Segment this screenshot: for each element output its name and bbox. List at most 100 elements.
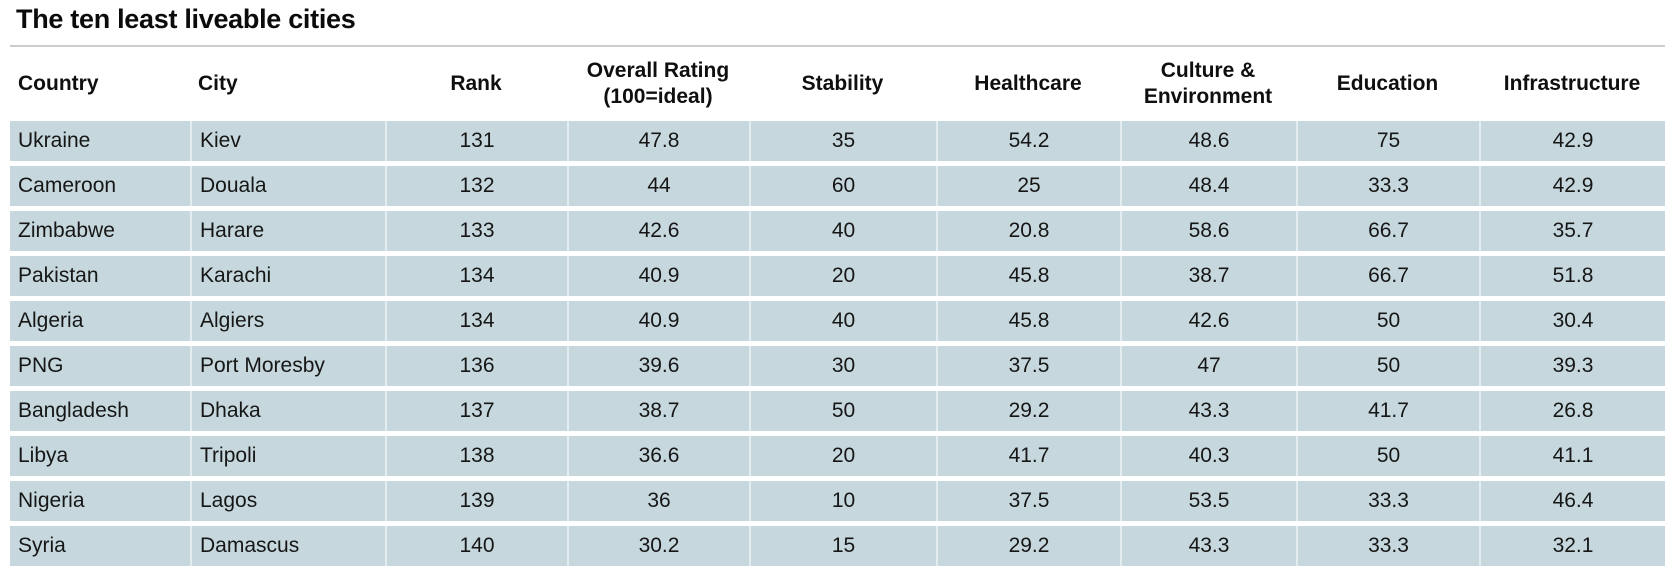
cell-education: 75 xyxy=(1296,121,1479,161)
table-body: Ukraine Kiev 131 47.8 35 54.2 48.6 75 42.9 Camero… xyxy=(10,121,1665,566)
cell-culture: 43.3 xyxy=(1120,391,1296,431)
cell-rank: 136 xyxy=(385,346,567,386)
header-cell-city: City xyxy=(198,72,238,95)
cell-education: 66.7 xyxy=(1296,256,1479,296)
cell-stability: 40 xyxy=(749,301,936,341)
cell-rank: 139 xyxy=(385,481,567,521)
cell-education: 33.3 xyxy=(1296,526,1479,566)
cell-stability: 20 xyxy=(749,256,936,296)
cell-stability: 30 xyxy=(749,346,936,386)
cell-rank: 131 xyxy=(385,121,567,161)
cell-healthcare: 37.5 xyxy=(936,346,1120,386)
cell-healthcare: 45.8 xyxy=(936,301,1120,341)
header-cell-infrastructure: Infrastructure xyxy=(1503,72,1641,95)
cell-city: Port Moresby xyxy=(190,346,385,386)
header-cell-education: Education xyxy=(1336,72,1439,95)
cell-overall: 38.7 xyxy=(567,391,749,431)
cell-rank: 137 xyxy=(385,391,567,431)
table-row: PNG Port Moresby 136 39.6 30 37.5 47 50 39.3 xyxy=(10,346,1665,386)
header-cell-rank: Rank xyxy=(450,72,502,95)
cell-education: 50 xyxy=(1296,436,1479,476)
cell-infrastructure: 26.8 xyxy=(1479,391,1665,431)
cell-city: Algiers xyxy=(190,301,385,341)
cell-country: Cameroon xyxy=(18,174,117,197)
cell-overall: 39.6 xyxy=(567,346,749,386)
cell-culture: 48.6 xyxy=(1120,121,1296,161)
cell-stability: 40 xyxy=(749,211,936,251)
cell-country: Libya xyxy=(18,444,69,467)
cell-country: Pakistan xyxy=(18,264,99,287)
cell-rank: 140 xyxy=(385,526,567,566)
cell-country: Zimbabwe xyxy=(18,219,115,242)
cell-rank: 133 xyxy=(385,211,567,251)
cell-stability: 60 xyxy=(749,166,936,206)
cell-stability: 50 xyxy=(749,391,936,431)
cell-infrastructure: 30.4 xyxy=(1479,301,1665,341)
table-row: Libya Tripoli 138 36.6 20 41.7 40.3 50 41.1 xyxy=(10,436,1665,476)
table-row: Zimbabwe Harare 133 42.6 40 20.8 58.6 66.7 35.7 xyxy=(10,211,1665,251)
cell-city: Karachi xyxy=(190,256,385,296)
cell-education: 41.7 xyxy=(1296,391,1479,431)
cell-stability: 35 xyxy=(749,121,936,161)
header-cell-overall: Overall Rating (100=ideal) xyxy=(586,59,730,108)
header-cell-country: Country xyxy=(18,72,99,95)
cell-healthcare: 54.2 xyxy=(936,121,1120,161)
cell-healthcare: 29.2 xyxy=(936,526,1120,566)
cell-education: 33.3 xyxy=(1296,481,1479,521)
cell-healthcare: 41.7 xyxy=(936,436,1120,476)
cell-city: Dhaka xyxy=(190,391,385,431)
cell-culture: 48.4 xyxy=(1120,166,1296,206)
cell-infrastructure: 35.7 xyxy=(1479,211,1665,251)
cell-stability: 15 xyxy=(749,526,936,566)
cell-culture: 47 xyxy=(1120,346,1296,386)
table-row: Pakistan Karachi 134 40.9 20 45.8 38.7 66.7 51.8 xyxy=(10,256,1665,296)
cell-rank: 132 xyxy=(385,166,567,206)
header-cell-healthcare: Healthcare xyxy=(974,72,1082,95)
cell-city: Damascus xyxy=(190,526,385,566)
cell-culture: 38.7 xyxy=(1120,256,1296,296)
cell-rank: 134 xyxy=(385,256,567,296)
cell-healthcare: 25 xyxy=(936,166,1120,206)
cell-overall: 36 xyxy=(567,481,749,521)
cell-education: 33.3 xyxy=(1296,166,1479,206)
cell-healthcare: 20.8 xyxy=(936,211,1120,251)
cell-stability: 20 xyxy=(749,436,936,476)
header-cell-stability: Stability xyxy=(801,72,884,95)
cell-healthcare: 45.8 xyxy=(936,256,1120,296)
cell-stability: 10 xyxy=(749,481,936,521)
cell-infrastructure: 41.1 xyxy=(1479,436,1665,476)
cell-education: 50 xyxy=(1296,346,1479,386)
cell-country: Algeria xyxy=(18,309,84,332)
cell-country: Ukraine xyxy=(18,129,91,152)
table-row: Bangladesh Dhaka 137 38.7 50 29.2 43.3 41.7 26.8 xyxy=(10,391,1665,431)
table-row: Algeria Algiers 134 40.9 40 45.8 42.6 50 30.4 xyxy=(10,301,1665,341)
cell-country: Bangladesh xyxy=(18,399,129,422)
cell-city: Kiev xyxy=(190,121,385,161)
cell-rank: 138 xyxy=(385,436,567,476)
cell-education: 66.7 xyxy=(1296,211,1479,251)
cell-overall: 40.9 xyxy=(567,301,749,341)
cell-infrastructure: 39.3 xyxy=(1479,346,1665,386)
cell-healthcare: 37.5 xyxy=(936,481,1120,521)
cell-infrastructure: 46.4 xyxy=(1479,481,1665,521)
cell-overall: 44 xyxy=(567,166,749,206)
cell-infrastructure: 42.9 xyxy=(1479,121,1665,161)
table-row: Ukraine Kiev 131 47.8 35 54.2 48.6 75 42.9 xyxy=(10,121,1665,161)
cell-healthcare: 29.2 xyxy=(936,391,1120,431)
cell-city: Harare xyxy=(190,211,385,251)
cell-overall: 42.6 xyxy=(567,211,749,251)
cell-overall: 47.8 xyxy=(567,121,749,161)
table-row: Nigeria Lagos 139 36 10 37.5 53.5 33.3 46.4 xyxy=(10,481,1665,521)
cell-infrastructure: 51.8 xyxy=(1479,256,1665,296)
table-row: Syria Damascus 140 30.2 15 29.2 43.3 33.3 32.1 xyxy=(10,526,1665,566)
cell-culture: 53.5 xyxy=(1120,481,1296,521)
page-title: The ten least liveable cities xyxy=(16,4,356,34)
cell-culture: 58.6 xyxy=(1120,211,1296,251)
cell-city: Tripoli xyxy=(190,436,385,476)
least-liveable-cities-table: Country City Rank Overall Rating (100=ideal… xyxy=(10,47,1665,571)
title-divider-rule xyxy=(10,45,1665,47)
cell-overall: 36.6 xyxy=(567,436,749,476)
cell-country: Syria xyxy=(18,534,66,557)
cell-country: PNG xyxy=(18,354,64,377)
